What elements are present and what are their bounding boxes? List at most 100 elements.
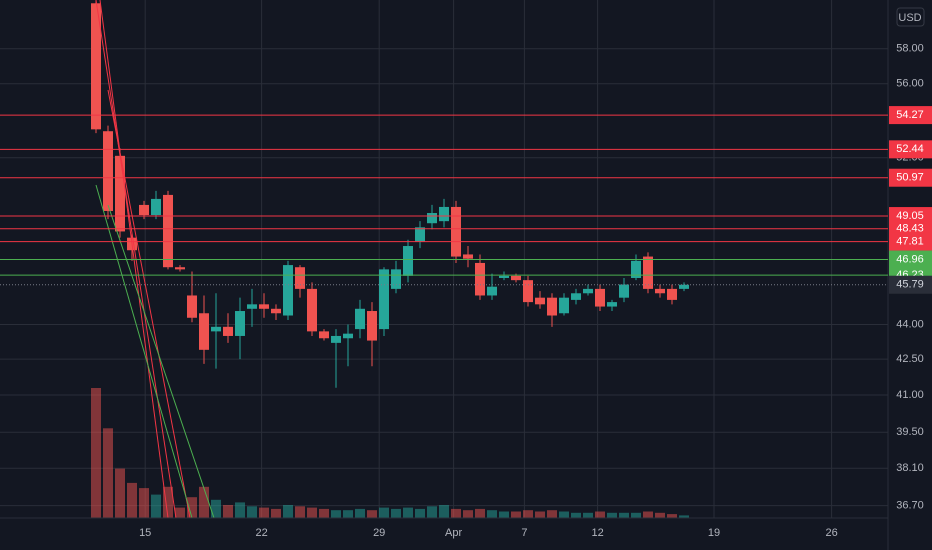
candle-body (487, 286, 497, 296)
candle-body (511, 275, 521, 281)
candle-body (367, 311, 377, 341)
y-tick-label: 41.00 (896, 389, 924, 401)
candle-body (343, 333, 353, 339)
candle-body (391, 269, 401, 289)
candle-body (619, 284, 629, 298)
y-tick-label: 36.70 (896, 500, 924, 512)
candle-body (403, 246, 413, 276)
candle-body (295, 267, 305, 289)
volume-bar (211, 499, 221, 518)
volume-bar (199, 486, 209, 518)
volume-bar (91, 388, 101, 518)
candle-body (679, 284, 689, 289)
volume-bar (271, 508, 281, 518)
trend-line (95, 0, 177, 519)
volume-bar (259, 507, 269, 518)
level-label: 46.96 (896, 253, 924, 265)
volume-bar (571, 512, 581, 518)
y-tick-label: 42.50 (896, 353, 924, 365)
candle-body (547, 297, 557, 316)
candle-body (235, 311, 245, 336)
candle-body (103, 131, 113, 211)
candle-body (139, 204, 149, 216)
candle-body (439, 206, 449, 222)
candle-body (91, 3, 101, 130)
volume-bar (559, 511, 569, 518)
x-tick-label: 19 (708, 527, 720, 539)
y-tick-label: 56.00 (896, 78, 924, 90)
volume-bar (151, 494, 161, 518)
candle-body (523, 280, 533, 303)
x-tick-label: 12 (591, 527, 603, 539)
volume-bar (595, 511, 605, 518)
candle-body (667, 288, 677, 300)
last-price-label: 45.79 (896, 279, 924, 291)
candle-body (163, 194, 173, 268)
candle-body (211, 326, 221, 332)
volume-bar (163, 486, 173, 518)
candle-body (331, 335, 341, 343)
volume-bar (655, 512, 665, 518)
x-tick-label: 15 (139, 527, 151, 539)
trend-line (107, 89, 191, 519)
trend-line (99, 0, 169, 519)
candle-body (283, 265, 293, 316)
volume-bar (115, 468, 125, 518)
y-tick-label: 39.50 (896, 426, 924, 438)
volume-bar (523, 510, 533, 518)
volume-bar (379, 507, 389, 518)
candle-body (175, 267, 185, 270)
candle-body (559, 297, 569, 314)
volume-bar (463, 510, 473, 518)
x-tick-label: 22 (255, 527, 267, 539)
candle-body (307, 288, 317, 332)
candle-body (427, 213, 437, 224)
level-box (889, 106, 932, 125)
currency-box[interactable] (896, 7, 925, 27)
volume-bar (187, 497, 197, 518)
volume-bar (607, 512, 617, 518)
candle-body (535, 297, 545, 305)
volume-bar (415, 508, 425, 518)
candle-body (571, 293, 581, 300)
volume-bar (319, 508, 329, 518)
volume-bar (139, 488, 149, 518)
y-tick-label: 44.00 (896, 318, 924, 330)
level-label: 52.44 (896, 143, 924, 155)
candle-body (319, 331, 329, 339)
x-tick-label: Apr (445, 527, 462, 539)
candle-body (379, 269, 389, 330)
candle-body (451, 206, 461, 257)
candle-body (655, 288, 665, 294)
candle-body (199, 313, 209, 350)
candle-body (271, 308, 281, 314)
volume-bar (439, 505, 449, 518)
volume-bar (487, 510, 497, 518)
candle-body (187, 295, 197, 318)
y-tick-label: 38.10 (896, 462, 924, 474)
volume-bar (283, 505, 293, 518)
currency-label[interactable]: USD (898, 12, 921, 24)
last-price-box (889, 275, 932, 294)
level-label: 50.97 (896, 172, 924, 184)
candle-body (499, 275, 509, 278)
trend-line (107, 204, 215, 519)
level-box (889, 168, 932, 187)
candle-body (415, 227, 425, 242)
candle-body (115, 155, 125, 232)
volume-bar (403, 507, 413, 518)
x-tick-label: 29 (373, 527, 385, 539)
level-box (889, 250, 932, 269)
volume-bar (583, 512, 593, 518)
level-label: 49.05 (896, 210, 924, 222)
candle-body (475, 262, 485, 296)
volume-bar (475, 508, 485, 518)
trend-lines (95, 0, 215, 519)
candle-body (355, 308, 365, 330)
volume-bar (367, 510, 377, 518)
volume-bar (343, 510, 353, 518)
level-box (889, 140, 932, 159)
volume-bar (511, 511, 521, 518)
y-tick-label: 58.00 (896, 43, 924, 55)
